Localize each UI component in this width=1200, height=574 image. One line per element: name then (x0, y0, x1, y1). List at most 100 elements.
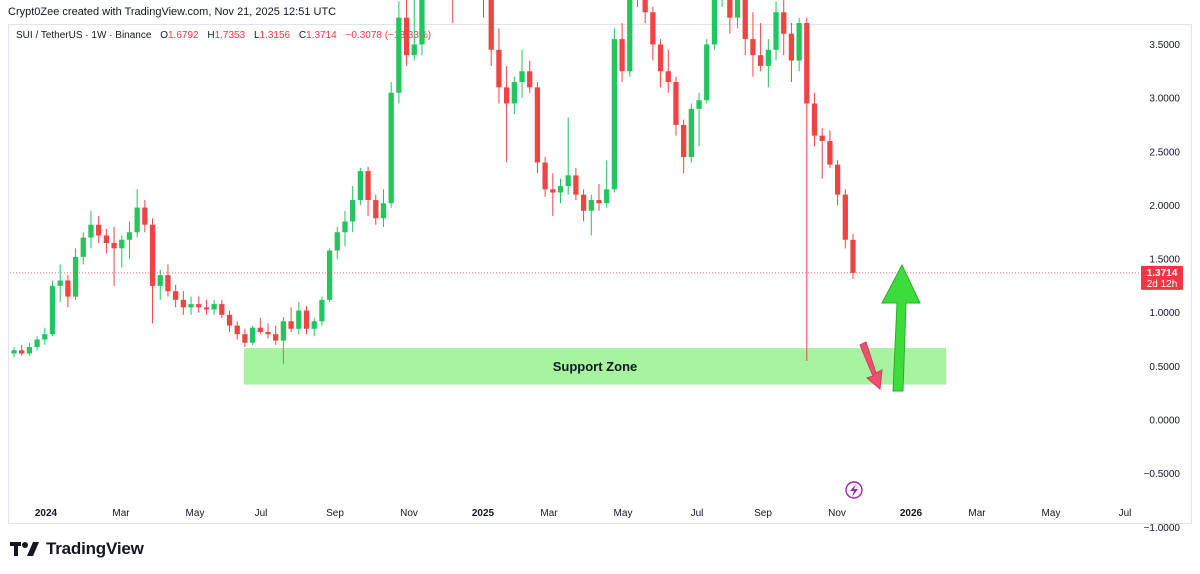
candle-body[interactable] (142, 207, 148, 225)
candle-body[interactable] (265, 332, 271, 335)
candle-body[interactable] (111, 242, 117, 249)
candle-body[interactable] (850, 239, 856, 273)
candle-body[interactable] (96, 224, 102, 236)
candle-body[interactable] (827, 141, 833, 165)
candle-body[interactable] (550, 189, 556, 193)
candle-body[interactable] (34, 339, 40, 348)
candle-body[interactable] (596, 200, 602, 204)
candle-body[interactable] (527, 71, 533, 88)
candle-body[interactable] (149, 224, 156, 286)
candle-body[interactable] (396, 17, 402, 93)
candle-body[interactable] (750, 39, 756, 56)
candle-body[interactable] (673, 82, 679, 125)
candle-body[interactable] (842, 194, 848, 240)
candle-body[interactable] (611, 39, 618, 190)
candle-body[interactable] (542, 162, 548, 190)
candle-body[interactable] (296, 310, 302, 329)
candle-body[interactable] (773, 12, 779, 50)
candle-body[interactable] (211, 304, 217, 310)
candle-body[interactable] (180, 299, 186, 308)
candle-body[interactable] (249, 327, 256, 343)
candle-body[interactable] (19, 350, 25, 354)
candle-body[interactable] (326, 250, 333, 300)
candle-body[interactable] (419, 0, 425, 45)
candle-body[interactable] (627, 0, 633, 72)
candle-body[interactable] (757, 55, 764, 66)
candle-body[interactable] (704, 44, 710, 101)
candle-body[interactable] (173, 291, 179, 300)
candle-body[interactable] (588, 200, 594, 211)
candle-body[interactable] (727, 0, 733, 18)
candle-body[interactable] (234, 325, 240, 335)
candle-body[interactable] (365, 171, 371, 201)
candle-body[interactable] (573, 175, 579, 195)
lightning-icon[interactable] (845, 481, 863, 499)
tradingview-logo[interactable]: TradingView (10, 539, 144, 559)
candle-body[interactable] (226, 314, 233, 326)
candle-body[interactable] (373, 200, 379, 219)
candle-body[interactable] (257, 327, 263, 333)
candle-body[interactable] (796, 22, 802, 61)
candle-body[interactable] (165, 275, 171, 292)
candle-body[interactable] (196, 304, 202, 308)
candle-body[interactable] (834, 164, 841, 195)
candle-body[interactable] (534, 87, 541, 163)
candle-body[interactable] (334, 232, 340, 251)
candle-body[interactable] (565, 175, 571, 187)
candle-body[interactable] (580, 194, 587, 211)
candle-body[interactable] (411, 44, 417, 56)
candle-body[interactable] (681, 124, 687, 158)
candle-body[interactable] (811, 103, 818, 136)
candle-body[interactable] (688, 108, 694, 158)
candle-body[interactable] (488, 0, 494, 50)
candle-body[interactable] (342, 221, 348, 233)
candle-body[interactable] (49, 285, 56, 335)
candle-body[interactable] (350, 200, 356, 222)
candle-body[interactable] (126, 232, 133, 240)
candle-body[interactable] (357, 171, 364, 201)
candle-body[interactable] (619, 39, 625, 72)
candle-body[interactable] (219, 304, 225, 315)
candle-body[interactable] (203, 307, 210, 310)
candle-body[interactable] (657, 44, 664, 72)
candle-body[interactable] (311, 321, 317, 329)
candle-body[interactable] (380, 203, 387, 219)
candle-body[interactable] (273, 334, 279, 341)
candle-body[interactable] (734, 0, 741, 18)
candle-body[interactable] (765, 49, 771, 66)
candle-body[interactable] (496, 49, 502, 88)
candle-body[interactable] (650, 12, 656, 45)
candle-body[interactable] (665, 71, 671, 83)
candle-body[interactable] (88, 224, 94, 238)
candle-body[interactable] (604, 189, 610, 204)
symbol-label[interactable]: SUI / TetherUS · 1W · Binance (16, 30, 152, 41)
candle-body[interactable] (242, 334, 248, 343)
candle-body[interactable] (72, 256, 79, 297)
candle-body[interactable] (280, 321, 287, 341)
candle-body[interactable] (119, 239, 125, 249)
candle-body[interactable] (319, 299, 325, 322)
candle-body[interactable] (11, 350, 17, 354)
candle-body[interactable] (80, 237, 86, 257)
candle-body[interactable] (134, 207, 140, 233)
candle-body[interactable] (26, 347, 33, 354)
candle-body[interactable] (696, 100, 702, 109)
candle-body[interactable] (511, 82, 517, 104)
candle-body[interactable] (742, 0, 748, 40)
candle-body[interactable] (519, 71, 525, 83)
candle-body[interactable] (157, 275, 163, 286)
candle-body[interactable] (388, 92, 394, 204)
candle-body[interactable] (503, 87, 510, 104)
candle-body[interactable] (788, 33, 795, 61)
candle-body[interactable] (57, 280, 63, 286)
candle-body[interactable] (288, 321, 294, 329)
candle-body[interactable] (403, 17, 410, 56)
candle-body[interactable] (819, 135, 825, 142)
candle-body[interactable] (103, 235, 110, 243)
candle-body[interactable] (781, 12, 787, 34)
candle-body[interactable] (42, 334, 48, 340)
candle-body[interactable] (65, 280, 71, 297)
candle-body[interactable] (711, 0, 718, 45)
candle-body[interactable] (642, 0, 648, 13)
